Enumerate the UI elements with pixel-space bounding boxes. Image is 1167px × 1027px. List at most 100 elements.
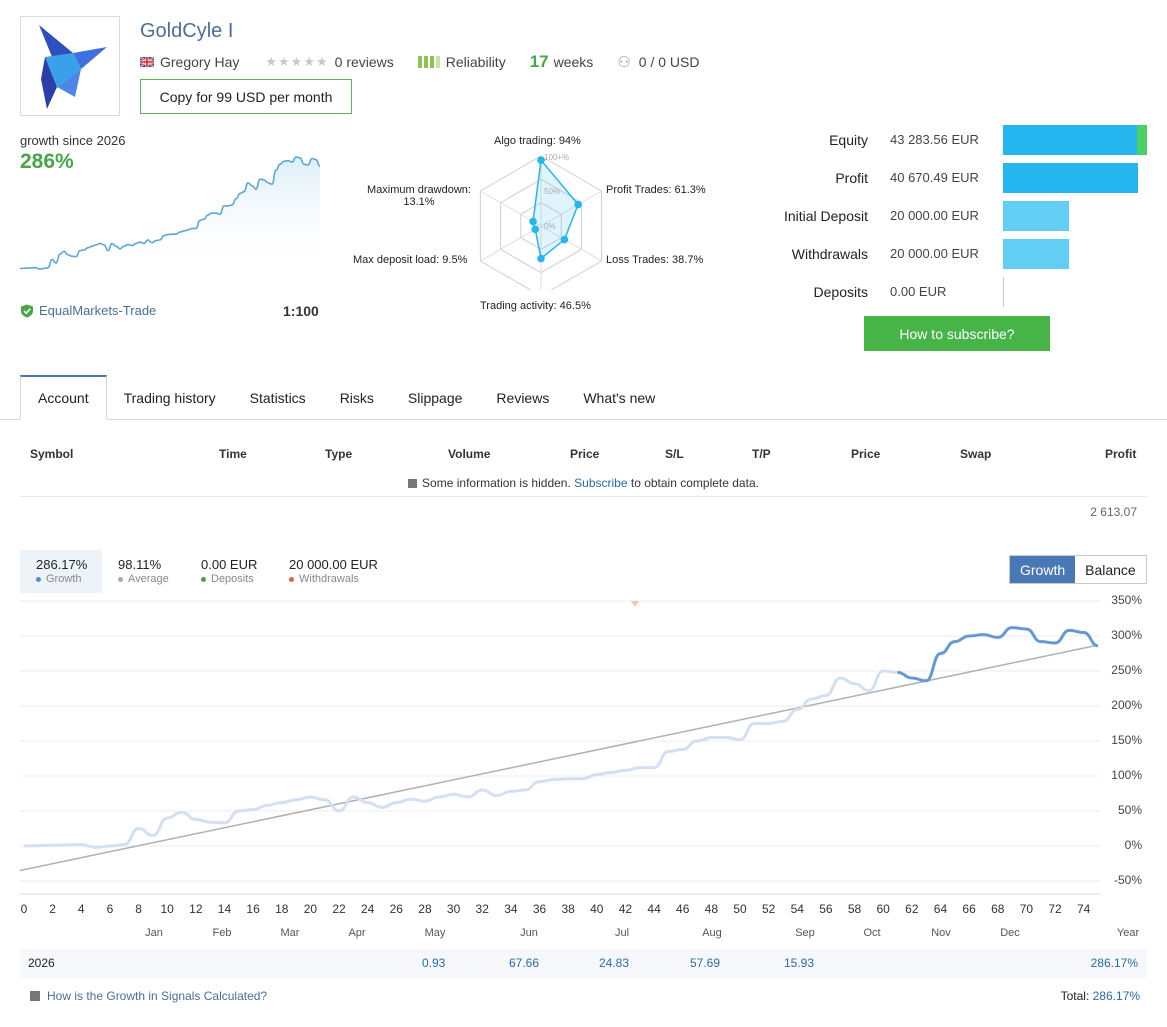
col-tp[interactable]: T/P bbox=[752, 447, 771, 461]
col-type[interactable]: Type bbox=[325, 447, 353, 461]
radar-label-drawdown: Maximum drawdown: 13.1% bbox=[362, 184, 476, 208]
summary-withdrawals-value: 20 000.00 EUR bbox=[289, 557, 378, 572]
growth-value: 286% bbox=[20, 150, 74, 173]
stat-value-4: 0.00 EUR bbox=[890, 284, 947, 299]
col-symbol[interactable]: Symbol bbox=[30, 447, 74, 461]
summary-growth[interactable]: 286.17% Growth bbox=[20, 550, 102, 593]
month-label: Jun bbox=[520, 927, 538, 939]
col-time[interactable]: Time bbox=[219, 447, 247, 461]
stat-bar-4 bbox=[1003, 277, 1004, 307]
tab-slippage[interactable]: Slippage bbox=[407, 389, 463, 406]
subscribe-link[interactable]: Subscribe bbox=[574, 476, 628, 490]
month-label: Year bbox=[1116, 927, 1140, 939]
leverage: 1:100 bbox=[283, 303, 319, 319]
stat-value-3: 20 000.00 EUR bbox=[890, 246, 979, 261]
radar-label-algo: Algo trading: 94% bbox=[494, 135, 581, 147]
year-row bbox=[20, 949, 1147, 978]
logo-icon bbox=[39, 25, 107, 109]
stat-label-3: Withdrawals bbox=[791, 246, 868, 262]
col-sl[interactable]: S/L bbox=[665, 447, 684, 461]
x-tick-label: 24 bbox=[360, 902, 375, 916]
col-volume[interactable]: Volume bbox=[448, 447, 491, 461]
tab-statistics[interactable]: Statistics bbox=[249, 389, 306, 406]
verified-shield-icon bbox=[21, 304, 33, 317]
year-aug: 57.69 bbox=[690, 956, 721, 970]
year-may: 0.93 bbox=[422, 956, 446, 970]
radar-point bbox=[529, 217, 537, 226]
stat-value-1: 40 670.49 EUR bbox=[890, 170, 979, 185]
growth-chart bbox=[19, 600, 1100, 895]
x-tick-label: 34 bbox=[504, 902, 518, 916]
x-tick-label: 38 bbox=[561, 902, 575, 916]
col-price-open[interactable]: Price bbox=[570, 447, 600, 461]
uk-flag-icon bbox=[140, 57, 154, 67]
reliability-label: Reliability bbox=[445, 54, 506, 70]
year-label: 2026 bbox=[28, 956, 55, 970]
table-divider bbox=[20, 496, 1147, 497]
stat-value-0: 43 283.56 EUR bbox=[890, 132, 979, 147]
broker-name[interactable]: EqualMarkets-Trade bbox=[39, 303, 157, 318]
x-tick-label: 6 bbox=[106, 902, 114, 916]
x-tick-label: 18 bbox=[275, 902, 289, 916]
col-price-close[interactable]: Price bbox=[851, 447, 881, 461]
x-tick-label: 58 bbox=[847, 902, 862, 916]
growth-toggle-button[interactable]: Growth bbox=[1010, 556, 1076, 583]
summary-deposits-value: 0.00 EUR bbox=[201, 557, 258, 572]
radar-point bbox=[560, 235, 569, 244]
summary-average[interactable]: 98.11% Average bbox=[118, 550, 188, 593]
x-tick-label: 64 bbox=[933, 902, 948, 916]
tab-reviews[interactable]: Reviews bbox=[496, 389, 550, 406]
growth-calc-link[interactable]: How is the Growth in Signals Calculated? bbox=[30, 989, 267, 1003]
radar-ring-50: 50% bbox=[544, 187, 560, 196]
x-tick-label: 22 bbox=[332, 902, 346, 916]
x-tick-label: 56 bbox=[819, 902, 833, 916]
tab-account[interactable]: Account bbox=[20, 375, 107, 420]
month-label: Dec bbox=[1000, 927, 1020, 939]
footer-total-value: 286.17% bbox=[1092, 989, 1140, 1003]
x-tick-label: 30 bbox=[446, 902, 461, 916]
author-name[interactable]: Gregory Hay bbox=[160, 54, 240, 70]
col-profit[interactable]: Profit bbox=[1105, 447, 1137, 461]
x-tick-label: 0 bbox=[20, 902, 28, 916]
reviews-count[interactable]: 0 reviews bbox=[334, 54, 394, 70]
radar-ring-0: 0% bbox=[544, 222, 556, 231]
x-tick-label: 14 bbox=[217, 902, 232, 916]
col-swap[interactable]: Swap bbox=[960, 447, 992, 461]
y-tick-label: 0% bbox=[1124, 838, 1142, 852]
footer-total: Total: 286.17% bbox=[1000, 989, 1140, 1003]
month-label: May bbox=[424, 927, 446, 939]
month-label: Jan bbox=[145, 927, 163, 939]
signal-title[interactable]: GoldCyle I bbox=[140, 20, 234, 42]
copy-button[interactable]: Copy for 99 USD per month bbox=[140, 79, 352, 114]
month-label: Oct bbox=[863, 927, 881, 939]
x-tick-label: 68 bbox=[991, 902, 1005, 916]
year-sep: 15.93 bbox=[784, 956, 815, 970]
tab-risks[interactable]: Risks bbox=[339, 389, 374, 406]
hidden-prefix: Some information is hidden. bbox=[422, 476, 571, 490]
month-label: Feb bbox=[212, 927, 232, 939]
tab-whats-new[interactable]: What's new bbox=[583, 389, 656, 406]
month-label: Jul bbox=[614, 927, 630, 939]
subscribers-value: 0 / 0 USD bbox=[638, 54, 700, 70]
weeks-label: weeks bbox=[553, 54, 594, 70]
summary-average-value: 98.11% bbox=[118, 557, 162, 572]
summary-withdrawals[interactable]: 20 000.00 EUR Withdrawals bbox=[289, 550, 399, 593]
lock-icon bbox=[408, 479, 418, 488]
rating-stars-icon: ★★★★★ bbox=[265, 54, 329, 69]
radar-ring-100: 100+% bbox=[544, 153, 569, 162]
broker[interactable]: EqualMarkets-Trade bbox=[20, 303, 156, 318]
radar-label-profit-trades: Profit Trades: 61.3% bbox=[606, 184, 706, 196]
drawdown-title: Maximum drawdown: bbox=[367, 184, 471, 196]
table-total-profit: 2 613.07 bbox=[1090, 505, 1137, 519]
x-tick-label: 32 bbox=[475, 902, 489, 916]
tab-trading-history[interactable]: Trading history bbox=[123, 389, 216, 406]
growth-calc-link-text[interactable]: How is the Growth in Signals Calculated? bbox=[47, 989, 268, 1003]
x-tick-label: 36 bbox=[532, 902, 547, 916]
balance-toggle-button[interactable]: Balance bbox=[1085, 561, 1136, 578]
stat-bar-2 bbox=[1003, 201, 1069, 231]
stat-bar-extra-0 bbox=[1137, 125, 1147, 155]
growth-line-recent bbox=[897, 626, 1099, 683]
summary-deposits[interactable]: 0.00 EUR Deposits bbox=[201, 550, 281, 593]
x-tick-label: 2 bbox=[49, 902, 56, 916]
how-to-subscribe-button[interactable]: How to subscribe? bbox=[864, 316, 1050, 351]
